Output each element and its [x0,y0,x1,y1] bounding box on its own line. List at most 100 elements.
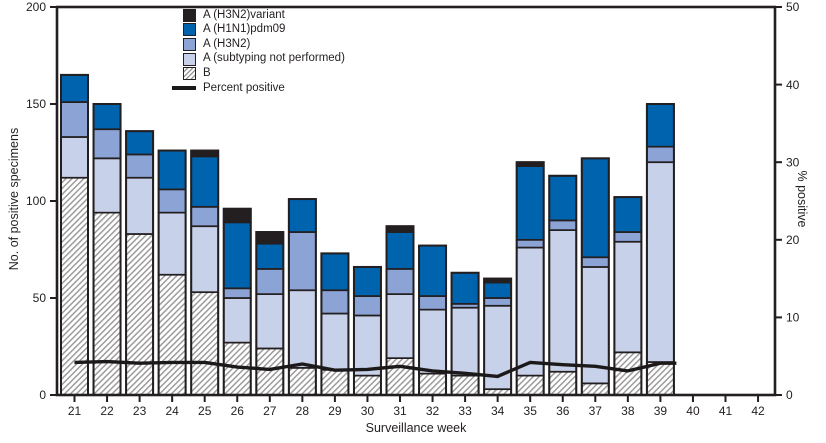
x-tick-label: 27 [263,404,277,418]
y-left-tick-label: 100 [26,194,46,208]
bar-segment-h3n2 [288,231,317,292]
bar-segment-h1n1pdm09 [222,221,252,290]
bar-segment-h3n2 [646,145,675,164]
y-axis-label-right: % positive [795,170,809,228]
bar-segment-b [515,374,545,396]
bar-segment-h1n1pdm09 [646,103,675,148]
x-tick-label: 31 [393,404,407,418]
bar-segment-not_subtyped [288,289,317,369]
bar-segment-b [288,366,317,396]
bar-segment-h3n2 [483,297,512,307]
bar-segment-h3n2 [255,268,285,295]
bar-segment-h1n1pdm09 [125,130,154,156]
bar-segment-b [385,357,415,396]
bar-segment-h3n2 [548,219,578,231]
x-tick-label: 25 [198,404,212,418]
y-left-tick-label: 0 [39,388,46,402]
x-tick-label: 42 [751,404,765,418]
bar-segment-not_subtyped [450,306,480,377]
bar-segment-h3n2 [613,231,643,243]
legend-label-h3n2: A (H3N2) [203,37,251,50]
legend-swatch-variant [183,8,196,22]
x-tick-label: 38 [621,404,635,418]
bar-segment-h3n2 [190,205,220,228]
bar-segment-h3n2 [222,287,252,299]
x-tick-label: 37 [589,404,603,418]
legend-label-not_subtyped: A (subtyping not performed) [203,52,345,65]
x-tick-label: 41 [719,404,733,418]
bar-segment-h1n1pdm09 [320,252,350,292]
bar-segment-h1n1pdm09 [450,271,480,305]
legend-swatch-line [172,86,196,91]
bar-segment-not_subtyped [255,293,285,350]
x-tick-label: 21 [68,404,82,418]
bar-segment-h1n1pdm09 [483,281,512,299]
percent-positive-line [74,359,677,379]
x-tick-label: 29 [328,404,342,418]
bar-segment-variant [255,231,285,245]
bar-segment-b [255,347,285,396]
y-right-tick-label: 30 [786,155,800,169]
bar-segment-b [125,233,154,396]
bar-segment-h3n2 [157,188,187,214]
legend-item-line: Percent positive [172,81,345,96]
bar-segment-not_subtyped [385,293,415,359]
bar-segment-not_subtyped [157,211,187,276]
legend-label-line: Percent positive [203,81,285,94]
x-tick-label: 22 [100,404,114,418]
x-tick-label: 35 [524,404,538,418]
x-tick-label: 34 [491,404,505,418]
bar-segment-b [353,374,382,396]
x-tick-label: 28 [296,404,310,418]
legend-swatch-b [183,67,196,81]
bar-segment-b [320,368,350,396]
x-tick-label: 23 [133,404,147,418]
bar-segment-h3n2 [580,256,610,268]
bar-segment-h3n2 [92,128,122,160]
bar-segment-not_subtyped [418,308,447,375]
plot-frame [55,5,777,397]
bar-segment-h3n2 [320,289,350,315]
y-axis-label-left: No. of positive specimens [7,127,21,271]
legend: A (H3N2)variant A (H1N1)pdm09 A (H3N2) A (s… [172,8,345,96]
x-tick-label: 36 [556,404,570,418]
bar-segment-b [450,374,480,396]
bar-segment-h3n2 [60,101,89,138]
bar-segment-not_subtyped [60,136,89,179]
bar-segment-h1n1pdm09 [255,242,285,270]
bar-segment-not_subtyped [353,314,382,377]
bar-segment-b [92,211,122,396]
bar-segment-not_subtyped [646,161,675,363]
bar-segment-not_subtyped [320,312,350,371]
bar-segment-h1n1pdm09 [92,103,122,131]
bar-segment-h1n1pdm09 [548,174,578,222]
bar-segment-h1n1pdm09 [418,244,447,297]
y-right-tick-label: 0 [786,388,793,402]
bar-segment-h1n1pdm09 [190,155,220,208]
bar-segment-b [613,351,643,396]
bar-segment-h1n1pdm09 [580,157,610,259]
bar-segment-b [157,273,187,396]
bar-segment-h3n2 [353,295,382,317]
bar-segment-not_subtyped [515,246,545,377]
legend-swatch-h3n2 [183,37,196,51]
legend-item-variant: A (H3N2)variant [172,8,345,23]
bar-segment-not_subtyped [190,225,220,294]
bar-segment-not_subtyped [92,157,122,214]
x-tick-label: 30 [361,404,375,418]
legend-item-h3n2: A (H3N2) [172,37,345,52]
x-tick-label: 26 [231,404,245,418]
y-right-tick-label: 20 [786,233,800,247]
x-tick-label: 32 [426,404,440,418]
x-tick-label: 39 [654,404,668,418]
legend-swatch-not_subtyped [183,52,196,66]
legend-label-b: B [203,66,211,79]
bar-segment-h3n2 [418,295,447,311]
legend-item-not_subtyped: A (subtyping not performed) [172,52,345,67]
bar-segment-h3n2 [515,238,545,249]
bar-segment-not_subtyped [613,240,643,354]
legend-label-h1n1pdm09: A (H1N1)pdm09 [203,23,286,36]
legend-item-h1n1pdm09: A (H1N1)pdm09 [172,23,345,38]
bar-segment-b [418,372,447,396]
